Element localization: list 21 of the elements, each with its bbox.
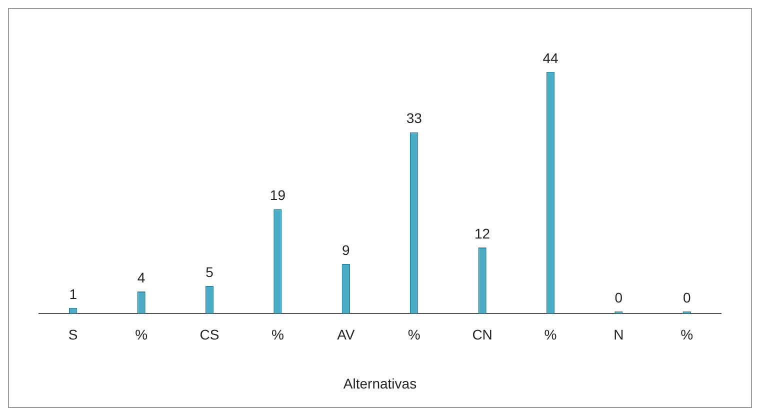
data-label: 0 xyxy=(614,289,623,306)
x-tick-label: CN xyxy=(472,326,492,343)
x-tick-label: % xyxy=(271,326,284,343)
x-tick-label: % xyxy=(408,326,420,343)
data-label: 33 xyxy=(406,110,422,126)
data-label: 12 xyxy=(474,225,490,242)
x-tick-label: % xyxy=(680,326,694,343)
data-label: 9 xyxy=(342,242,350,258)
x-axis-title: Alternativas xyxy=(343,375,417,392)
x-tick-label: % xyxy=(544,326,557,343)
x-tick-label: AV xyxy=(337,326,356,343)
data-label: 19 xyxy=(270,186,286,203)
x-tick-label: % xyxy=(135,326,148,343)
data-label: 4 xyxy=(137,269,146,286)
data-label: 1 xyxy=(69,286,78,302)
data-label: 5 xyxy=(206,264,214,280)
data-label: 44 xyxy=(542,50,558,66)
x-tick-label: S xyxy=(68,326,78,343)
x-tick-label: CS xyxy=(200,326,220,343)
x-tick-label: N xyxy=(614,326,624,343)
data-label: 0 xyxy=(683,289,691,306)
